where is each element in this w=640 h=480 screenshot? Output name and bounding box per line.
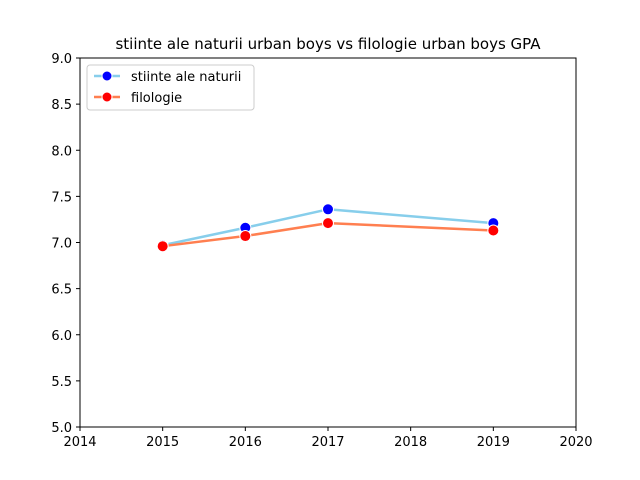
series-line-filologie bbox=[161, 221, 495, 248]
y-tick-label: 6.0 bbox=[51, 329, 72, 344]
x-tick-label: 2019 bbox=[477, 435, 510, 450]
legend-label-stiinte-ale-naturii: stiinte ale naturii bbox=[131, 70, 241, 85]
data-point-filologie bbox=[487, 224, 500, 237]
legend-marker-filologie bbox=[101, 91, 113, 103]
axes-frame bbox=[79, 57, 577, 428]
y-tick-label: 9.0 bbox=[51, 52, 72, 67]
x-tick-label: 2014 bbox=[63, 435, 96, 450]
y-tick-label: 7.5 bbox=[51, 190, 72, 205]
y-tick-label: 6.5 bbox=[51, 283, 72, 298]
x-tick-label: 2018 bbox=[394, 435, 427, 450]
x-tick-label: 2017 bbox=[311, 435, 344, 450]
chart-title: stiinte ale naturii urban boys vs filolo… bbox=[115, 35, 541, 53]
data-point-stiinte-ale-naturii bbox=[322, 203, 334, 216]
legend-box bbox=[86, 64, 255, 111]
x-tick-label: 2015 bbox=[146, 435, 179, 450]
x-tick-label: 2020 bbox=[559, 435, 592, 450]
x-tick-label: 2016 bbox=[229, 435, 262, 450]
y-axis: 5.0 5.5 6.0 6.5 7.0 7.5 8.0 8.5 9.0 bbox=[51, 52, 80, 436]
y-tick-label: 7.0 bbox=[51, 237, 72, 252]
legend: stiinte ale naturii filologie bbox=[86, 64, 255, 111]
data-point-filologie bbox=[156, 240, 169, 253]
legend-label-filologie: filologie bbox=[131, 91, 182, 106]
y-tick-label: 5.0 bbox=[51, 421, 72, 436]
y-tick-label: 8.0 bbox=[51, 144, 72, 159]
legend-marker-stiinte-ale-naturii bbox=[101, 70, 113, 82]
y-tick-label: 8.5 bbox=[51, 98, 72, 113]
data-point-filologie bbox=[322, 217, 334, 230]
plot-area bbox=[156, 203, 500, 253]
data-point-filologie bbox=[239, 230, 252, 243]
x-axis: 2014 2015 2016 2017 2018 2019 2020 bbox=[63, 427, 593, 450]
y-tick-label: 5.5 bbox=[51, 375, 72, 390]
series-line-stiinte-ale-naturii bbox=[161, 208, 495, 247]
